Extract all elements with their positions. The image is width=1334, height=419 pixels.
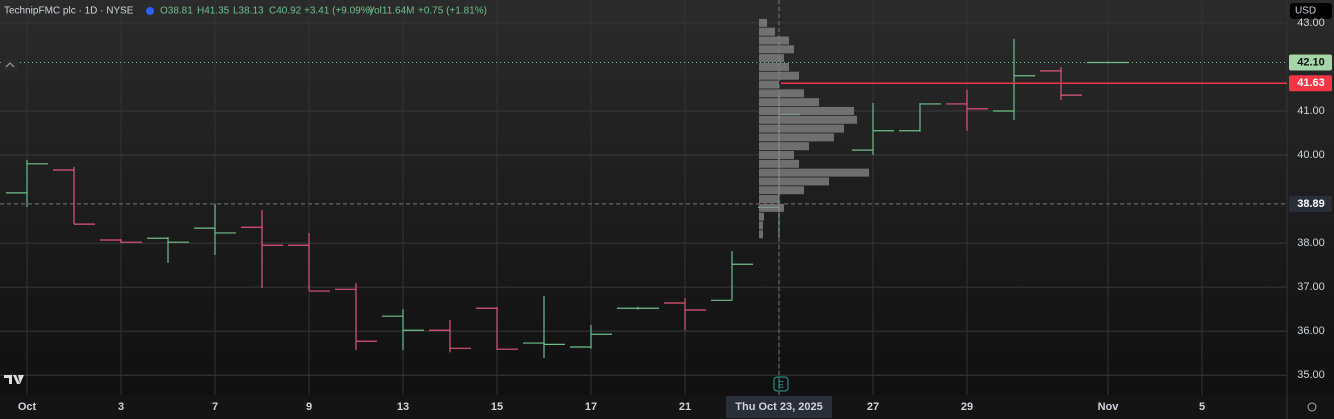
x-tick-label: 3: [118, 401, 124, 413]
collapse-button[interactable]: [2, 59, 18, 71]
volume-change: +0.75 (+1.81%): [418, 6, 487, 17]
volume-profile-row: [759, 186, 804, 195]
last-price-label: 42.10: [1297, 56, 1325, 68]
time-axis: [0, 395, 1334, 419]
volume-profile-row: [759, 45, 794, 54]
x-tick-label: 21: [679, 401, 691, 413]
volume-profile-row: [759, 106, 854, 115]
y-tick-label: 40.00: [1297, 149, 1325, 161]
y-tick-label: 37.00: [1297, 281, 1325, 293]
tv-logo: [4, 375, 24, 384]
x-tick-label: 29: [961, 401, 973, 413]
horizontal-line-label: 41.63: [1297, 77, 1325, 89]
x-tick-label: 13: [397, 401, 409, 413]
low: L38.13: [233, 6, 264, 17]
volume-profile-row: [759, 177, 829, 186]
high: H41.35: [197, 6, 230, 17]
crosshair-label: 38.89: [1297, 198, 1325, 210]
last-price-label-box: [1289, 54, 1332, 71]
volume-profile-row: [759, 115, 857, 124]
currency: USD: [1295, 6, 1316, 17]
volume-profile-row: [759, 71, 799, 80]
x-tick-label: 17: [585, 401, 597, 413]
volume-profile-row: [759, 124, 844, 133]
volume-profile-row: [759, 54, 784, 63]
volume-profile-row: [759, 98, 819, 107]
volume-profile-row: [759, 18, 767, 27]
x-tick-label: 7: [212, 401, 218, 413]
header: TechnipFMC plc · 1D · NYSE O38.81 H41.35…: [2, 6, 487, 71]
y-tick-label: 41.00: [1297, 105, 1325, 117]
volume-profile-row: [759, 212, 764, 221]
earnings-letter: E: [778, 379, 784, 389]
volume-profile-row: [759, 89, 804, 98]
volume-profile-row: [759, 230, 763, 239]
horizontal-line-label-box: [1289, 75, 1332, 92]
crosshair-date-box: [726, 396, 832, 418]
collapse-icon: [5, 62, 15, 68]
x-tick-label: 5: [1199, 401, 1205, 413]
volume-profile-row: [759, 195, 779, 204]
volume-profile-row: [759, 168, 869, 177]
symbol: TechnipFMC plc · 1D · NYSE: [4, 6, 134, 17]
settings-icon[interactable]: [1307, 402, 1317, 412]
close: C40.92: [269, 6, 302, 17]
open: O38.81: [160, 6, 193, 17]
volume: Vol11.64M: [368, 6, 415, 17]
volume-profile-row: [759, 221, 763, 230]
volume-profile-row: [759, 62, 789, 71]
y-tick-label: 43.00: [1297, 17, 1325, 29]
volume-profile-row: [759, 159, 799, 168]
crosshair-label-box: [1289, 195, 1332, 212]
y-tick-label: 36.00: [1297, 325, 1325, 337]
x-tick-label: 9: [306, 401, 312, 413]
currency-button[interactable]: [1290, 3, 1332, 19]
volume-profile-row: [759, 133, 834, 142]
earnings-icon[interactable]: [773, 376, 789, 392]
x-tick-label: Oct: [18, 401, 37, 413]
volume-profile-row: [759, 151, 794, 160]
x-tick-label: Thu Oct 23, 2025: [735, 401, 822, 413]
y-tick-label: 38.00: [1297, 237, 1325, 249]
x-tick-label: Nov: [1098, 401, 1120, 413]
volume-profile-row: [759, 142, 809, 151]
status-dot: [146, 7, 154, 15]
x-tick-label: 27: [867, 401, 879, 413]
x-tick-label: 15: [491, 401, 503, 413]
y-tick-label: 35.00: [1297, 369, 1325, 381]
change: +3.41 (+9.09%): [304, 6, 373, 17]
volume-profile-row: [759, 203, 784, 212]
volume-profile-row: [759, 27, 775, 36]
volume-profile-row: [759, 36, 789, 45]
volume-profile-row: [759, 80, 779, 89]
